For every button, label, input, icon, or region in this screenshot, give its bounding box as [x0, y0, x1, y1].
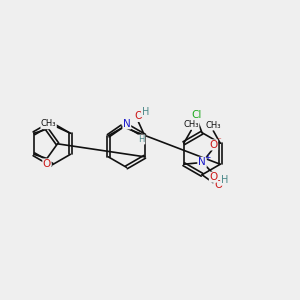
Text: H: H [220, 175, 228, 185]
Text: Cl: Cl [192, 110, 202, 120]
Text: H: H [142, 107, 149, 117]
Text: N: N [123, 119, 131, 129]
Text: CH₃: CH₃ [205, 121, 220, 130]
Text: N: N [199, 157, 206, 167]
Text: O: O [209, 172, 217, 182]
Text: O: O [209, 140, 217, 150]
Text: O: O [134, 111, 142, 122]
Text: +: + [205, 153, 211, 162]
Text: ⁻: ⁻ [216, 137, 221, 146]
Text: O: O [43, 159, 51, 169]
Text: O: O [214, 180, 222, 190]
Text: CH₃: CH₃ [41, 119, 56, 128]
Text: CH₃: CH₃ [184, 120, 199, 129]
Text: N: N [43, 119, 51, 129]
Text: H: H [139, 135, 145, 144]
